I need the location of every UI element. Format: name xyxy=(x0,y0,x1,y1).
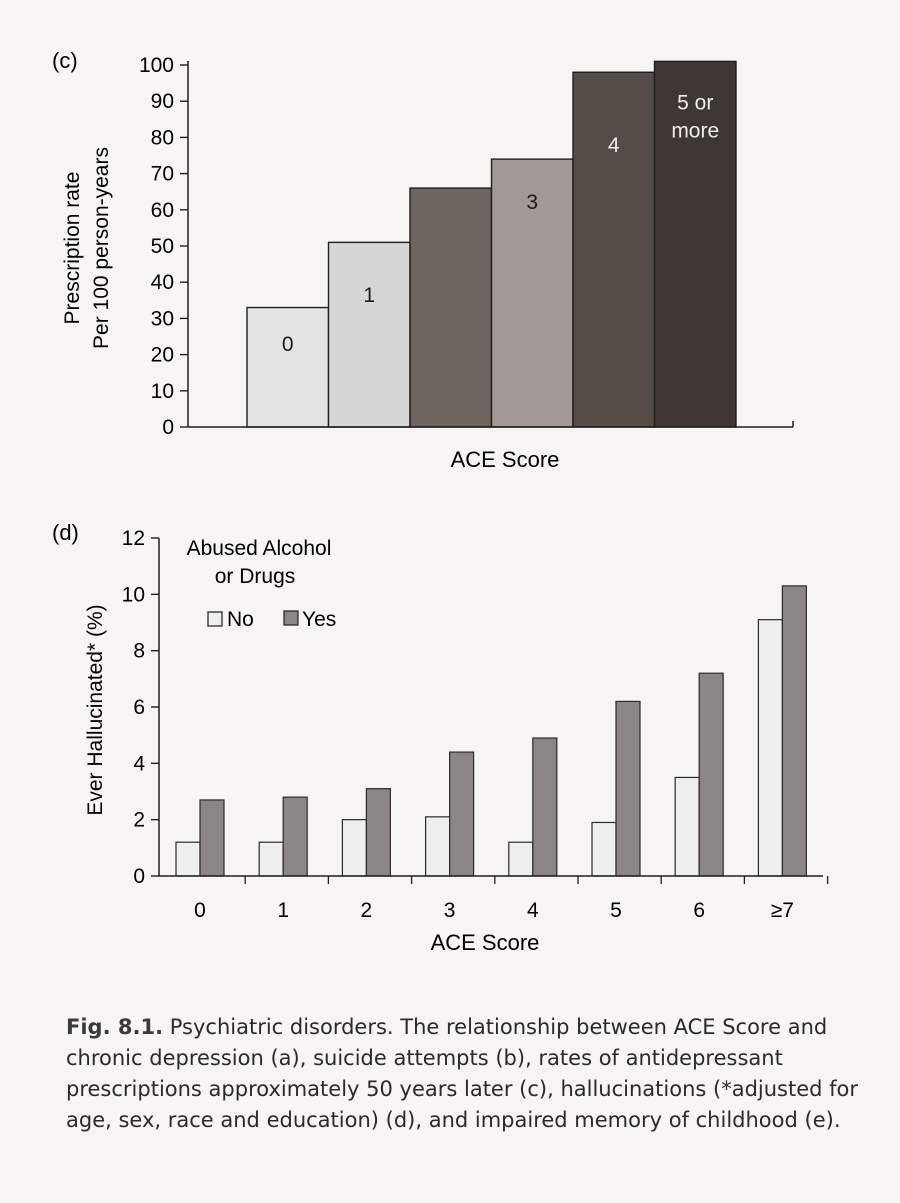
c-x-axis-label: ACE Score xyxy=(451,447,560,472)
bar-c-label-4-line-0: 4 xyxy=(608,134,620,157)
d-x-tick-label-6: 6 xyxy=(693,899,705,922)
d-x-tick-label-3: 3 xyxy=(444,899,456,922)
c-y-axis-label-line-1: Per 100 person-years xyxy=(90,147,113,349)
legend-label-yes: Yes xyxy=(302,608,336,631)
bar-d-no-1 xyxy=(258,841,284,877)
bar-d-yes-0 xyxy=(199,799,225,877)
d-y-tick-label-10: 10 xyxy=(122,583,145,606)
legend-label-no: No xyxy=(227,608,254,631)
bar-d-yes-3 xyxy=(449,751,475,877)
c-y-tick-label-10: 10 xyxy=(151,380,174,403)
d-x-tick-label-5: 5 xyxy=(610,899,622,922)
d-y-axis-label: Ever Hallucinated* (%) xyxy=(84,604,107,815)
bar-d-yes-4 xyxy=(532,737,558,877)
c-y-tick-label-0: 0 xyxy=(162,416,174,439)
d-y-tick-label-8: 8 xyxy=(133,640,145,663)
panel-c-letter: (c) xyxy=(52,48,78,73)
bar-c-label-3-line-0: 3 xyxy=(526,191,538,214)
c-y-axis-label-line-0: Prescription rate xyxy=(61,172,84,325)
c-y-tick-label-50: 50 xyxy=(151,235,174,258)
bar-d-no-7 xyxy=(757,619,784,877)
caption-text: Psychiatric disorders. The relationship … xyxy=(66,1015,859,1132)
bar-c-label-5-line-0: 5 or xyxy=(677,91,713,114)
bar-c-2 xyxy=(409,187,493,428)
d-x-tick-label-1: 1 xyxy=(277,899,289,922)
bar-c-label-1-line-0: 1 xyxy=(363,284,375,307)
legend-swatch-no xyxy=(207,611,223,627)
d-y-tick-label-4: 4 xyxy=(133,752,145,775)
legend-title-line-0: Abused Alcohol xyxy=(187,537,332,560)
bar-c-0 xyxy=(246,306,330,428)
c-y-tick-label-30: 30 xyxy=(151,307,174,330)
bar-c-3 xyxy=(490,158,574,428)
d-y-tick-label-0: 0 xyxy=(133,865,145,888)
bar-d-no-0 xyxy=(175,841,201,877)
d-x-tick-label-4: 4 xyxy=(527,899,539,922)
bar-d-yes-6 xyxy=(698,672,724,877)
c-y-axis-label: Prescription rate Per 100 person-years xyxy=(61,147,113,349)
bar-d-no-2 xyxy=(341,819,367,877)
bar-c-label-0-line-0: 0 xyxy=(282,333,294,356)
bar-d-yes-1 xyxy=(282,796,308,877)
legend-title-line-1: or Drugs xyxy=(215,565,296,588)
bar-d-no-3 xyxy=(425,816,451,877)
d-x-tick-label-2: 2 xyxy=(361,899,373,922)
panel-d-letter: (d) xyxy=(52,520,79,545)
c-y-tick-label-20: 20 xyxy=(151,344,174,367)
d-x-axis-label: ACE Score xyxy=(431,930,540,955)
bar-c-5-or-more xyxy=(653,60,737,428)
bar-c-1 xyxy=(327,241,411,428)
chart-panel-c: (c) 0 1 3 4 5 or more 0 10 20 30 40 50 60 70 80 90 100 ACE… xyxy=(52,48,794,472)
c-y-tick-label-80: 80 xyxy=(151,126,174,149)
d-y-tick-label-12: 12 xyxy=(122,527,145,550)
bar-d-no-4 xyxy=(508,841,534,877)
bar-d-yes-5 xyxy=(615,700,641,877)
d-y-tick-label-2: 2 xyxy=(133,809,145,832)
d-x-tick-label-0: 0 xyxy=(194,899,206,922)
bar-d-yes-2 xyxy=(365,788,391,877)
c-y-tick-label-60: 60 xyxy=(151,199,174,222)
c-y-tick-label-90: 90 xyxy=(151,90,174,113)
c-y-tick-label-40: 40 xyxy=(151,271,174,294)
figure-caption: Fig. 8.1. Psychiatric disorders. The rel… xyxy=(66,1012,866,1136)
bar-c-4 xyxy=(572,71,656,428)
bar-d-no-5 xyxy=(591,821,617,877)
c-y-tick-label-100: 100 xyxy=(139,54,174,77)
d-x-tick-label-7: ≥7 xyxy=(771,899,794,922)
c-y-tick-label-70: 70 xyxy=(151,163,174,186)
legend-swatch-yes xyxy=(283,610,299,626)
bar-c-label-5-line-1: more xyxy=(671,119,719,142)
bar-d-no-6 xyxy=(674,776,700,877)
bar-d-yes-7 xyxy=(781,585,808,877)
caption-label: Fig. 8.1. xyxy=(66,1015,164,1039)
d-y-tick-label-6: 6 xyxy=(133,696,145,719)
